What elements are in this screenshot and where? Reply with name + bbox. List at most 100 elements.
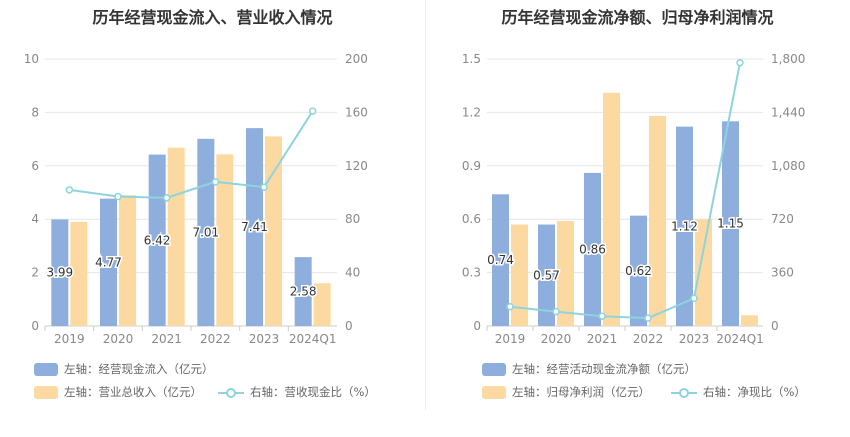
- x-tick-label: 2020: [103, 332, 134, 346]
- y-right-tick-label: 360: [771, 266, 794, 280]
- line-point: [506, 302, 514, 311]
- legend-label: 右轴：营收现金比（%）: [250, 385, 376, 399]
- bar-data-label: 2.58: [290, 285, 317, 299]
- legend-item-series-1[interactable]: 左轴：经营活动现金流净额（亿元）: [482, 361, 696, 377]
- panel-divider: [425, 0, 426, 410]
- line-point: [65, 186, 74, 194]
- y-left-tick-label: 2: [31, 266, 39, 280]
- x-tick-label: 2023: [249, 332, 280, 346]
- legend-label: 左轴：经营活动现金流净额（亿元）: [512, 362, 696, 376]
- line-point: [211, 178, 220, 186]
- line-point: [736, 58, 744, 67]
- x-tick-label: 2021: [587, 332, 618, 346]
- line-point: [114, 192, 122, 201]
- bar-data-label: 6.42: [144, 233, 171, 247]
- legend-line-swatch: [218, 386, 244, 399]
- y-left-tick-label: 0.9: [462, 159, 481, 173]
- line-point: [552, 307, 560, 316]
- bar-operating-cash-net: [538, 224, 555, 326]
- y-left-tick-label: 8: [31, 105, 39, 119]
- bar-operating-cash-net: [584, 172, 601, 326]
- bar-revenue: [216, 154, 234, 326]
- bar-revenue: [313, 283, 331, 326]
- bar-data-label: 0.57: [533, 268, 560, 282]
- bar-operating-cash-net: [492, 194, 509, 326]
- line-point: [690, 294, 698, 303]
- bar-cash-inflow: [246, 128, 263, 326]
- y-right-tick-label: 1,080: [771, 159, 805, 173]
- bar-data-label: 0.62: [625, 264, 652, 278]
- legend-swatch: [34, 385, 58, 399]
- legend-item-series-1[interactable]: 左轴：经营现金流入（亿元）: [34, 361, 214, 377]
- y-left-tick-label: 6: [31, 159, 39, 173]
- bar-cash-inflow: [51, 219, 69, 326]
- right-chart-panel: 历年经营现金流净额、归母净利润情况 0 0 0.3 360 0.6 720 0.9 1,080…: [425, 0, 850, 437]
- legend-item-series-3[interactable]: 右轴：净现比（%）: [671, 384, 806, 400]
- y-left-tick-label: 0: [473, 319, 481, 333]
- legend-swatch: [34, 362, 58, 376]
- legend-swatch: [482, 385, 506, 399]
- left-chart-panel: 历年经营现金流入、营业收入情况 0 0 2 40 4 80 6 120 8 160 10 200 3.9…: [24, 8, 376, 400]
- line-point: [260, 183, 268, 191]
- x-tick-label: 2022: [200, 332, 231, 346]
- line-point: [598, 312, 606, 320]
- chart-title: 历年经营现金流净额、归母净利润情况: [501, 8, 774, 27]
- bar-operating-cash-net: [630, 215, 647, 326]
- bar-net-profit: [649, 115, 666, 327]
- bar-net-profit: [557, 220, 574, 326]
- line-series: [509, 62, 741, 320]
- y-right-tick-label: 1,800: [771, 52, 805, 66]
- chart-plot-area: 0 0 2 40 4 80 6 120 8 160 10 200 3.99 2019 4.77 2020 6.4…: [24, 52, 368, 346]
- line-point: [308, 107, 317, 115]
- bar-data-label: 0.74: [487, 253, 514, 267]
- bar-cash-inflow: [100, 198, 117, 326]
- bar-net-profit: [695, 219, 712, 326]
- x-tick-label: 2022: [633, 332, 664, 346]
- chart-title: 历年经营现金流入、营业收入情况: [92, 8, 333, 27]
- y-right-tick-label: 120: [345, 159, 368, 173]
- bar-net-profit: [603, 92, 620, 326]
- bar-revenue: [70, 221, 88, 326]
- line-point: [162, 194, 171, 202]
- bar-data-label: 1.12: [671, 219, 698, 233]
- legend-label: 左轴：营业总收入（亿元）: [64, 385, 202, 399]
- legend-item-series-3[interactable]: 右轴：营收现金比（%）: [218, 384, 376, 400]
- bar-data-label: 4.77: [95, 255, 122, 269]
- bar-net-profit: [741, 315, 758, 326]
- line-series: [69, 110, 314, 199]
- y-right-tick-label: 200: [345, 52, 368, 66]
- y-right-tick-label: 720: [771, 212, 794, 226]
- legend-item-series-2[interactable]: 左轴：归母净利润（亿元）: [482, 384, 650, 400]
- x-tick-label: 2021: [151, 332, 182, 346]
- y-left-tick-label: 10: [24, 52, 39, 66]
- y-left-tick-label: 0.3: [462, 266, 481, 280]
- x-tick-label: 2024Q1: [716, 332, 764, 346]
- bar-net-profit: [511, 224, 528, 326]
- y-right-tick-label: 160: [345, 105, 368, 119]
- line-point: [644, 314, 652, 322]
- y-right-tick-label: 80: [345, 212, 360, 226]
- x-tick-label: 2019: [54, 332, 85, 346]
- bar-data-label: 0.86: [579, 242, 606, 256]
- bar-data-label: 1.15: [717, 217, 744, 231]
- bar-cash-inflow: [294, 257, 312, 326]
- bar-data-label: 7.01: [192, 225, 219, 239]
- y-left-tick-label: 0: [31, 319, 39, 333]
- y-right-tick-label: 40: [345, 266, 360, 280]
- bar-operating-cash-net: [722, 121, 739, 326]
- x-tick-label: 2024Q1: [289, 332, 337, 346]
- legend-item-series-2[interactable]: 左轴：营业总收入（亿元）: [34, 384, 202, 400]
- bar-operating-cash-net: [676, 126, 693, 326]
- legend-swatch: [482, 362, 506, 376]
- legend-line-swatch: [671, 386, 697, 399]
- x-tick-label: 2020: [541, 332, 572, 346]
- y-right-tick-label: 0: [771, 319, 779, 333]
- x-tick-label: 2019: [495, 332, 526, 346]
- bar-revenue: [119, 195, 136, 326]
- bar-revenue: [167, 147, 185, 326]
- y-left-tick-label: 1.2: [462, 105, 481, 119]
- y-left-tick-label: 1.5: [462, 52, 481, 66]
- bar-data-label: 7.41: [241, 220, 268, 234]
- legend-label: 左轴：经营现金流入（亿元）: [64, 362, 214, 376]
- y-right-tick-label: 1,440: [771, 105, 805, 119]
